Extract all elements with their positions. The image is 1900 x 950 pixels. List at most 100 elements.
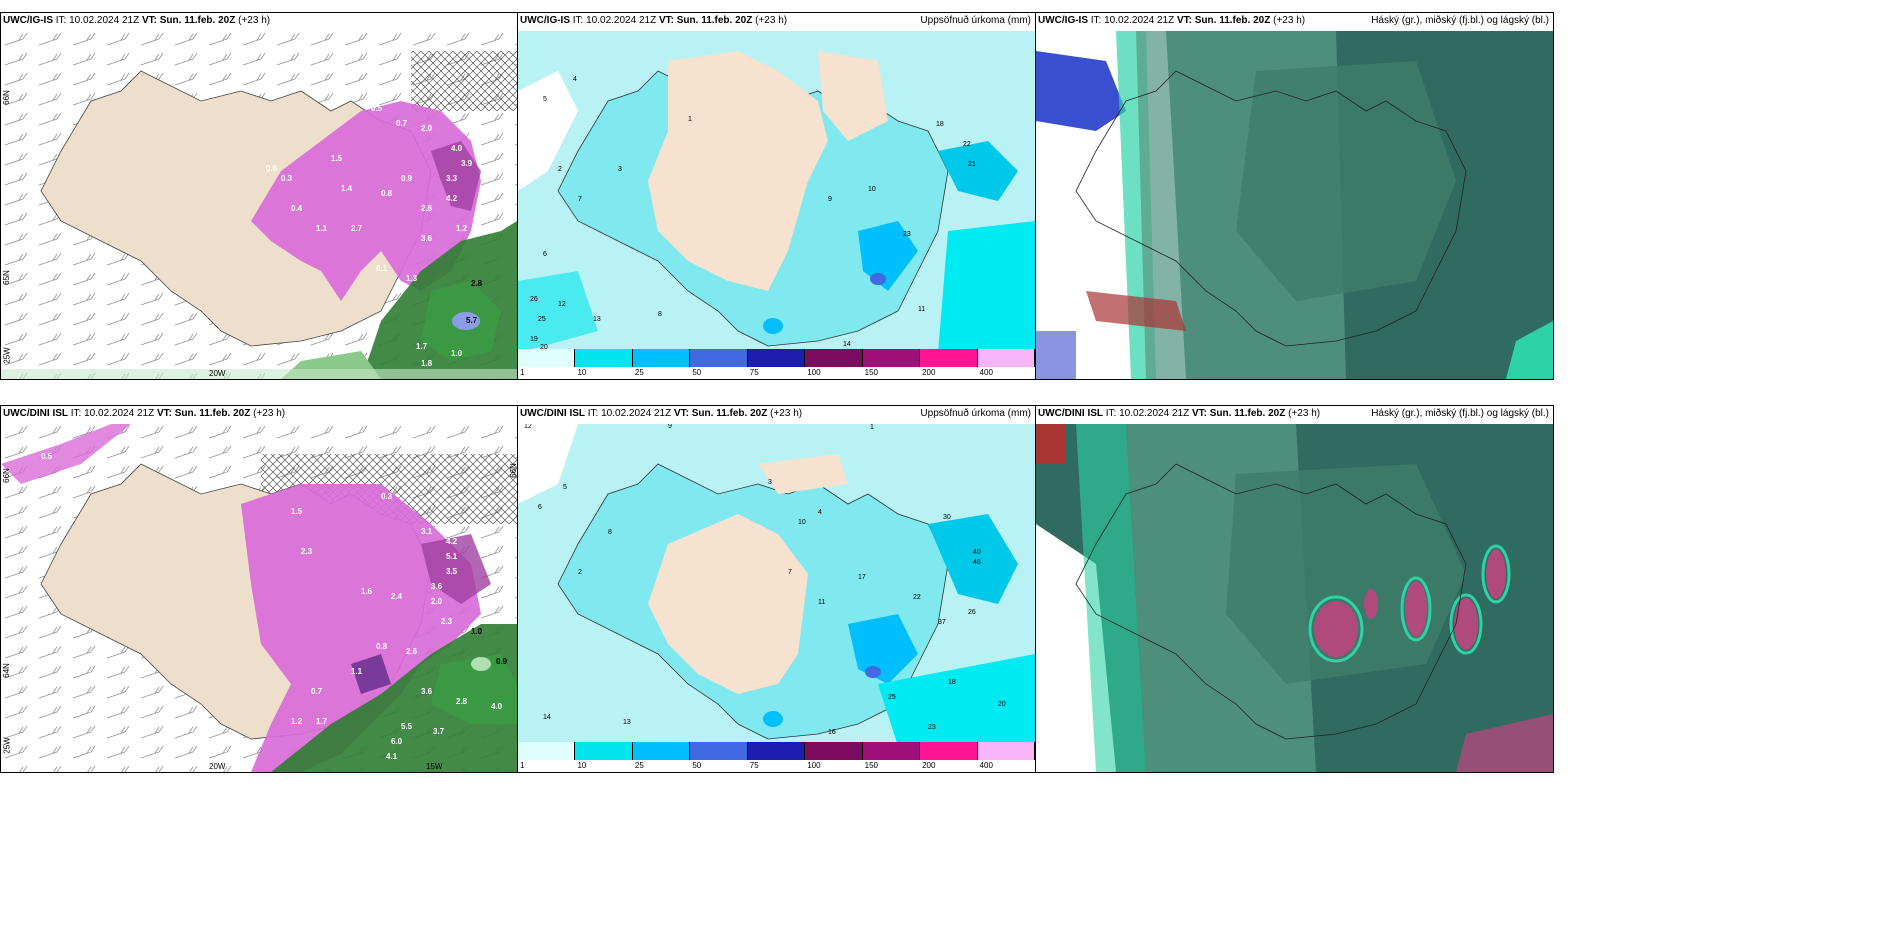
lead-time: (+23 h) [253, 408, 286, 419]
value-label: 14 [843, 341, 851, 348]
value-label: 40 [973, 549, 981, 556]
value-label: 2.4 [391, 592, 403, 601]
colorbar-label: 75 [749, 368, 759, 377]
value-label: 6 [543, 251, 547, 258]
colorbar-swatch [747, 742, 806, 760]
colorbar-swatch [575, 742, 633, 760]
value-label: 6.0 [391, 737, 403, 746]
value-label: 1.0 [471, 627, 483, 636]
value-label: 3 [768, 479, 772, 486]
snow-area [241, 484, 481, 772]
value-label: 3 [618, 166, 622, 173]
value-label: 7 [578, 196, 582, 203]
model-name: UWC/IG-IS [1038, 15, 1088, 26]
value-label: 8 [658, 311, 662, 318]
value-label: 0.9 [401, 174, 413, 183]
valid-time: Sun. 11.feb. 20Z [1209, 408, 1286, 419]
colorbar-swatch [977, 349, 1035, 367]
value-label: 13 [593, 316, 601, 323]
value-label: 0.5 [371, 104, 383, 113]
colorbar-swatch [862, 742, 921, 760]
value-label: 2.0 [421, 124, 433, 133]
dry-area [648, 51, 828, 291]
lon-label: 20W [209, 369, 226, 378]
value-label: 13 [623, 719, 631, 726]
value-label: 2.8 [471, 279, 483, 288]
colorbar-label: 50 [692, 761, 702, 770]
model-name: UWC/DINI ISL [3, 408, 68, 419]
value-label: 1 [688, 116, 692, 123]
precip-colorbar: 1 10 25 50 75 100 150 200 400 [518, 742, 1035, 772]
colorbar-label: 10 [577, 368, 587, 377]
panel-title: Uppsöfnuð úrkoma (mm) [920, 408, 1031, 419]
panel-title: Háský (gr.), miðský (fj.bl.) og lágský (… [1371, 408, 1549, 419]
value-label: 6 [538, 504, 542, 511]
colorbar-label: 200 [922, 368, 936, 377]
value-label: 3.6 [421, 687, 433, 696]
lat-label: 66N [1, 468, 11, 483]
value-label: 10 [868, 186, 876, 193]
colorbar-swatch [862, 349, 921, 367]
model-name: UWC/DINI ISL [1038, 408, 1103, 419]
precip-type-map: 0.5 0.7 1.5 2.0 4.0 3.9 3.3 4.2 2.6 3.6 … [1, 31, 517, 379]
value-label: 4.0 [451, 144, 463, 153]
value-label: 1.1 [316, 224, 328, 233]
value-label: 1.0 [451, 349, 463, 358]
value-label: 0.4 [291, 204, 303, 213]
value-label: 2 [558, 166, 562, 173]
valid-time-label: VT: [658, 15, 674, 26]
value-label: 3.3 [446, 174, 458, 183]
init-time: IT: 10.02.2024 21Z [1105, 408, 1190, 419]
value-label: 8 [608, 529, 612, 536]
value-label: 0.3 [281, 174, 293, 183]
value-label: 21 [968, 161, 976, 168]
colorbar-label: 400 [979, 368, 993, 377]
panel-ig-is-clouds: UWC/IG-IS IT: 10.02.2024 21Z VT: Sun. 11… [1035, 12, 1554, 380]
value-label: 1 [870, 424, 874, 431]
value-label: 0.8 [381, 189, 393, 198]
lon-label: 20W [209, 762, 226, 771]
value-label: 37 [938, 619, 946, 626]
init-time: IT: 10.02.2024 21Z [572, 15, 657, 26]
value-label: 4.2 [446, 537, 458, 546]
panel-ig-is-precip-type: UWC/IG-IS IT: 10.02.2024 21Z VT: Sun. 11… [0, 12, 518, 380]
colorbar-swatch [747, 349, 806, 367]
panel-header: UWC/IG-IS IT: 10.02.2024 21Z VT: Sun. 11… [1038, 15, 1305, 26]
value-label: 2.3 [441, 617, 453, 626]
value-label: 2.6 [406, 647, 418, 656]
value-label: 12 [524, 424, 532, 430]
colorbar-swatch [920, 349, 978, 367]
lead-time: (+23 h) [1288, 408, 1321, 419]
value-label: 2.8 [456, 697, 468, 706]
value-label: 0.8 [376, 642, 388, 651]
value-label: 0.1 [376, 264, 388, 273]
colorbar-label: 400 [979, 761, 993, 770]
valid-time-label: VT: [673, 408, 689, 419]
panel-title: Háský (gr.), miðský (fj.bl.) og lágský (… [1371, 15, 1549, 26]
value-label: 3.5 [446, 567, 458, 576]
value-label: 1.4 [341, 184, 353, 193]
value-label: 1.3 [406, 274, 418, 283]
precip-colorbar: 1 10 25 50 75 100 150 200 400 [518, 349, 1035, 379]
dry-area [648, 514, 808, 694]
snow-area [251, 101, 481, 301]
value-label: 11 [918, 306, 925, 313]
colorbar-label: 75 [749, 761, 759, 770]
lead-time: (+23 h) [755, 15, 788, 26]
colorbar-swatch [632, 742, 691, 760]
value-label: 5 [543, 96, 547, 103]
value-label: 23 [928, 724, 936, 731]
value-label: 26 [530, 296, 538, 303]
value-label: 3.7 [433, 727, 445, 736]
value-label: 1.5 [291, 507, 303, 516]
valid-time: Sun. 11.feb. 20Z [1194, 15, 1271, 26]
value-label: 25 [888, 694, 896, 701]
accum-precip-map: 12 9 1 2 3 4 5 6 7 8 10 11 13 14 16 17 1… [518, 424, 1035, 746]
value-label: 25 [538, 316, 546, 323]
value-label: 2.0 [431, 597, 443, 606]
value-label: 0.9 [496, 657, 508, 666]
value-label: 23 [903, 231, 911, 238]
value-label: 9 [668, 424, 672, 430]
value-label: 1.1 [351, 667, 363, 676]
panel-header: UWC/IG-IS IT: 10.02.2024 21Z VT: Sun. 11… [520, 15, 787, 26]
